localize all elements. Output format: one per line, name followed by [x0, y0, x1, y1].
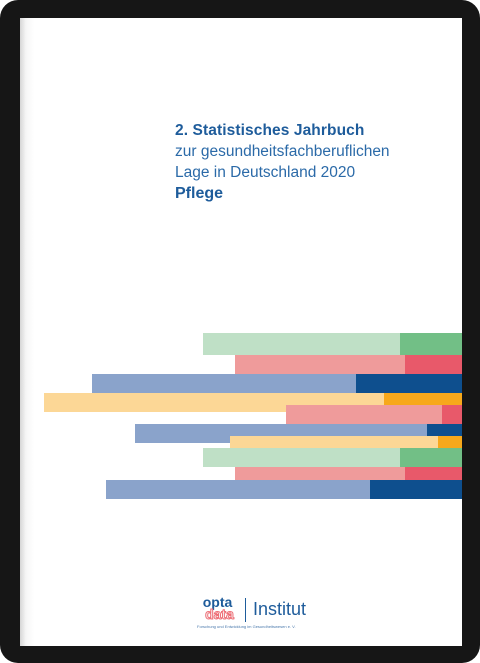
cover-subtitle-line2: Lage in Deutschland 2020	[175, 164, 356, 181]
logo-divider	[245, 598, 246, 622]
cover-title-block: 2. Statistisches Jahrbuch zur gesundheit…	[175, 121, 455, 205]
logo-institut: Institut	[253, 599, 307, 619]
logo-opta: opta	[202, 594, 233, 610]
logo-tagline: Forschung und Entwicklung im Gesundheits…	[197, 624, 296, 629]
cover-subtitle-line1: zur gesundheitsfachberuflichen	[175, 143, 390, 160]
logo-data: data	[205, 606, 235, 622]
book-spine	[20, 18, 34, 646]
cover-title: 2. Statistisches Jahrbuch	[175, 122, 365, 139]
book-cover: 2. Statistisches Jahrbuch zur gesundheit…	[20, 18, 462, 646]
cover-topic: Pflege	[175, 185, 224, 202]
